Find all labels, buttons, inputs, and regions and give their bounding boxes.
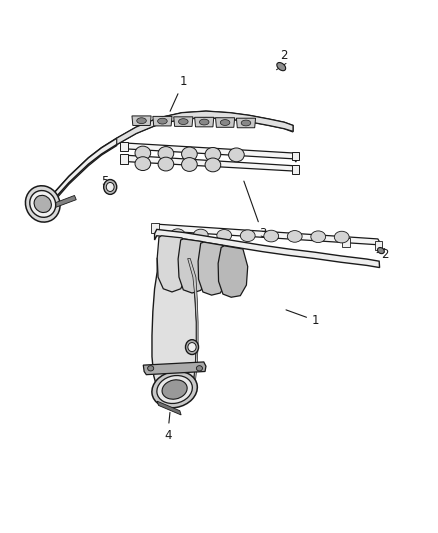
Text: 1: 1 [170, 76, 187, 111]
Ellipse shape [157, 376, 192, 403]
Polygon shape [342, 238, 350, 247]
Ellipse shape [137, 118, 146, 124]
Text: 2: 2 [279, 49, 287, 67]
Ellipse shape [158, 118, 167, 124]
Ellipse shape [311, 231, 325, 243]
Polygon shape [187, 259, 198, 390]
Ellipse shape [196, 366, 202, 371]
Ellipse shape [240, 230, 255, 241]
Polygon shape [292, 165, 299, 174]
Text: 4: 4 [164, 413, 171, 442]
Polygon shape [154, 224, 380, 248]
Ellipse shape [34, 196, 51, 213]
Text: 5: 5 [101, 175, 109, 188]
Polygon shape [237, 118, 255, 128]
Polygon shape [218, 246, 248, 297]
Text: 2: 2 [381, 248, 389, 261]
Ellipse shape [188, 343, 196, 352]
Text: 5: 5 [173, 349, 190, 362]
Ellipse shape [378, 247, 384, 254]
Text: 3: 3 [244, 181, 266, 240]
Ellipse shape [199, 119, 209, 125]
Polygon shape [120, 154, 127, 164]
Polygon shape [375, 241, 382, 249]
Ellipse shape [158, 157, 174, 171]
Ellipse shape [170, 229, 185, 240]
Polygon shape [155, 229, 380, 268]
Polygon shape [157, 401, 181, 415]
Ellipse shape [287, 231, 302, 242]
Ellipse shape [158, 147, 174, 160]
Ellipse shape [241, 120, 251, 126]
Ellipse shape [334, 231, 349, 243]
Polygon shape [117, 111, 293, 144]
Polygon shape [174, 117, 193, 126]
Polygon shape [292, 152, 299, 160]
Polygon shape [143, 362, 206, 375]
Text: 1: 1 [286, 310, 319, 327]
Ellipse shape [30, 191, 56, 217]
Polygon shape [153, 116, 172, 126]
Ellipse shape [106, 182, 114, 191]
Ellipse shape [162, 380, 187, 399]
Ellipse shape [152, 372, 198, 408]
Ellipse shape [277, 62, 286, 71]
Polygon shape [132, 116, 151, 125]
Ellipse shape [217, 230, 232, 241]
Polygon shape [178, 239, 208, 293]
Ellipse shape [25, 186, 60, 222]
Polygon shape [53, 111, 293, 200]
Polygon shape [215, 118, 235, 127]
Ellipse shape [185, 340, 198, 354]
Ellipse shape [179, 119, 188, 125]
Polygon shape [122, 155, 296, 175]
Polygon shape [151, 223, 159, 232]
Ellipse shape [135, 146, 151, 160]
Ellipse shape [182, 158, 197, 172]
Ellipse shape [193, 229, 208, 241]
Polygon shape [157, 236, 187, 292]
Polygon shape [194, 117, 214, 127]
Polygon shape [122, 143, 296, 162]
Polygon shape [53, 138, 117, 202]
Ellipse shape [205, 158, 221, 172]
Ellipse shape [220, 119, 230, 125]
Ellipse shape [264, 230, 279, 242]
Ellipse shape [205, 148, 221, 161]
Ellipse shape [229, 148, 244, 161]
Ellipse shape [104, 180, 117, 195]
Ellipse shape [148, 366, 154, 371]
Ellipse shape [135, 157, 151, 171]
Text: 4: 4 [31, 203, 64, 219]
Polygon shape [49, 196, 76, 209]
Polygon shape [198, 242, 228, 295]
Polygon shape [120, 142, 127, 151]
Polygon shape [152, 258, 196, 399]
Ellipse shape [182, 147, 197, 161]
